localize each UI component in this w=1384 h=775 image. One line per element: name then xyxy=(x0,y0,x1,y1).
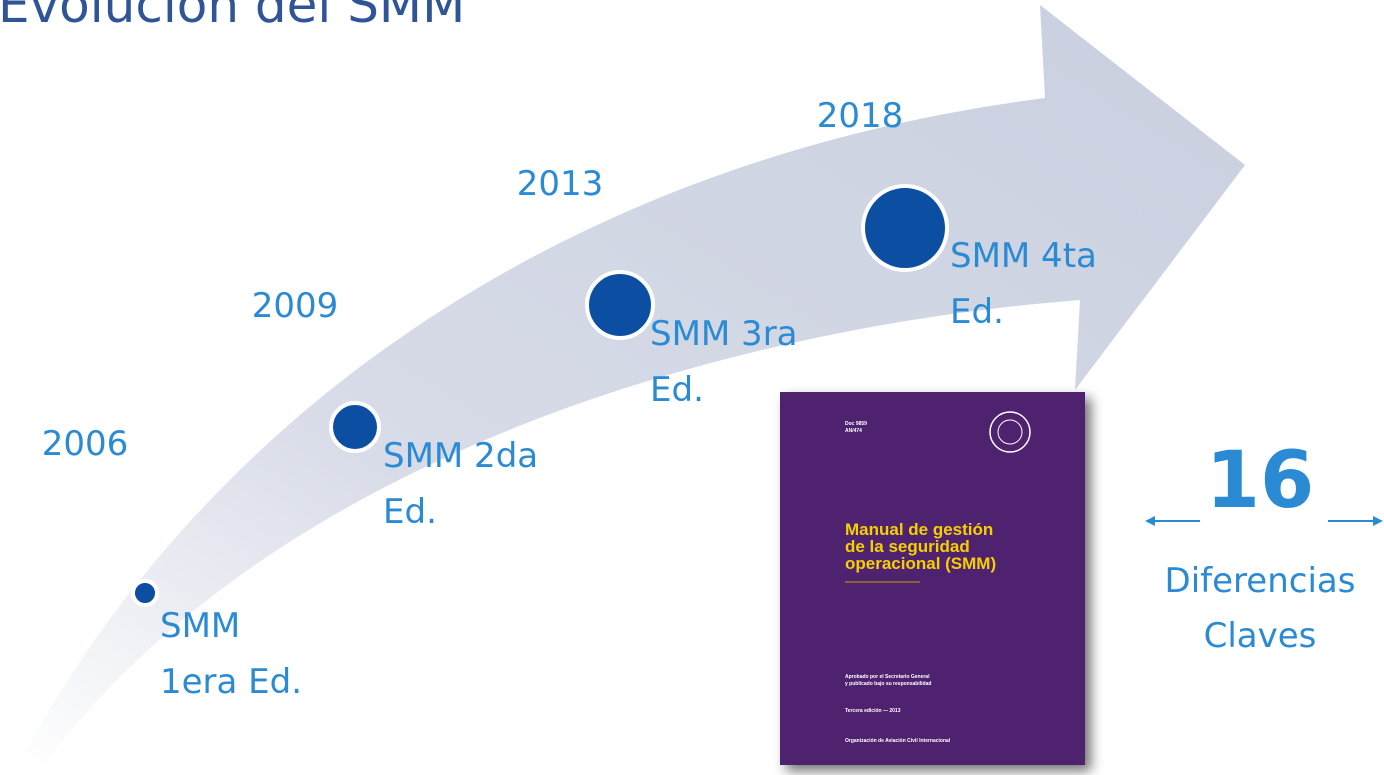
page: Evolución del SMM 2006 SMM 1era Ed. 2009 SMM… xyxy=(0,0,1384,775)
callout-number: 16 xyxy=(1206,436,1315,526)
edition-label: Ed. xyxy=(950,292,1004,332)
year-label: 2006 xyxy=(42,424,129,464)
doc-number: Doc 9859 xyxy=(845,421,867,427)
title: Evolución del SMM xyxy=(0,0,465,34)
book-title: operacional (SMM) xyxy=(845,554,996,573)
slide: Evolución del SMM 2006 SMM 1era Ed. 2009 SMM… xyxy=(0,0,1384,775)
milestone-dot xyxy=(587,272,653,338)
milestone-dot xyxy=(863,186,947,270)
milestone-dot xyxy=(331,403,379,451)
book-organization: Organización de Aviación Civil Internaci… xyxy=(845,738,951,744)
doc-number: AN/474 xyxy=(845,428,862,434)
book-edition: Tercera edición — 2013 xyxy=(845,708,901,714)
edition-label: SMM 4ta xyxy=(950,236,1097,276)
edition-label: SMM 3ra xyxy=(650,314,798,354)
edition-label: SMM xyxy=(160,606,240,646)
edition-label: Ed. xyxy=(650,370,704,410)
book-approval: Aprobado por el Secretario General xyxy=(845,674,930,680)
callout-label: Diferencias xyxy=(1165,561,1356,601)
book-background xyxy=(780,392,1085,765)
callout-label: Claves xyxy=(1204,616,1317,656)
book-cover xyxy=(780,392,1085,765)
year-label: 2018 xyxy=(817,96,904,136)
year-label: 2009 xyxy=(252,286,339,326)
year-label: 2013 xyxy=(517,164,604,204)
book-approval: y publicado bajo su responsabilidad xyxy=(845,681,931,687)
arrow-left-head xyxy=(1145,516,1155,526)
edition-label: 1era Ed. xyxy=(160,662,302,702)
edition-label: SMM 2da xyxy=(383,436,538,476)
milestone-dot xyxy=(133,581,157,605)
edition-label: Ed. xyxy=(383,492,437,532)
arrow-right-head xyxy=(1373,516,1383,526)
